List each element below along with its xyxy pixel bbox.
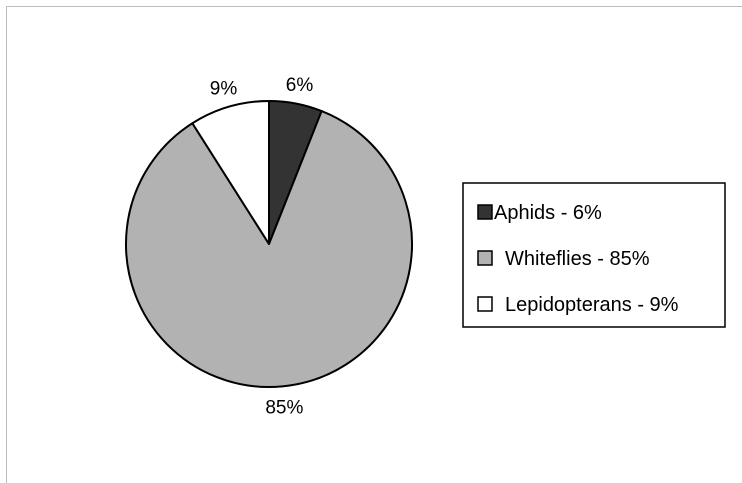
legend-swatch-whiteflies [477,250,493,266]
legend-box [462,182,726,328]
legend-swatch-aphids [477,204,493,220]
pie-slice-lepidopterans [191,100,270,245]
legend-label-lepidopterans: Lepidopterans - 9% [505,294,679,316]
data-label-lepidopterans: 9% [210,78,238,99]
pie-slices [125,100,413,388]
data-label-aphids: 6% [286,75,314,96]
pie-data-labels: 6% 85% 9% [210,75,314,418]
legend-swatch-lepidopterans [477,296,493,312]
chart-frame [6,6,742,483]
legend-label-whiteflies: Whiteflies - 85% [505,248,650,270]
pie-slice-whiteflies [125,110,413,388]
legend: Aphids - 6% Whiteflies - 85% Lepidopterans… [462,182,726,328]
legend-label-aphids: Aphids - 6% [494,202,602,224]
data-label-whiteflies: 85% [265,397,303,418]
